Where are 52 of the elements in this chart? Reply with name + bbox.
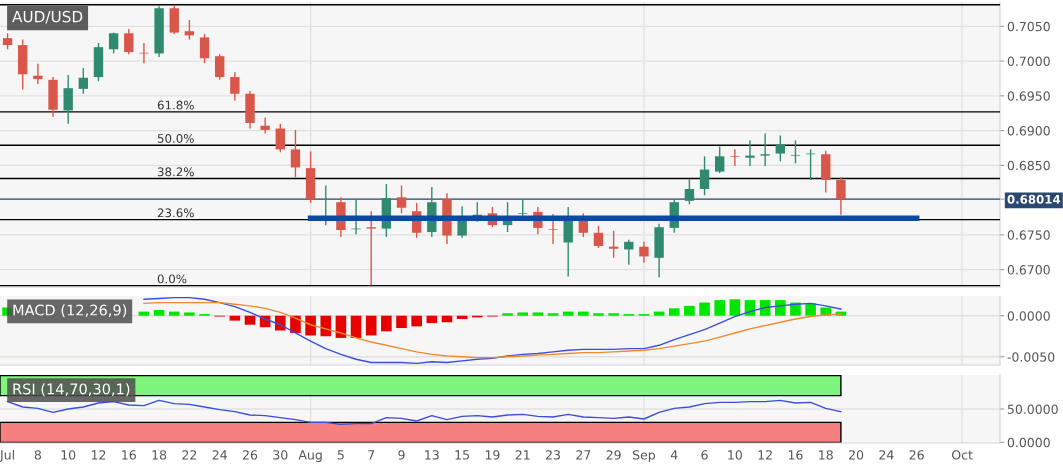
x-tick-label: 18 xyxy=(152,450,167,460)
y-tick-label: -0.0050 xyxy=(1007,352,1055,362)
x-tick-label: 26 xyxy=(242,450,258,460)
x-tick-label: 7 xyxy=(368,450,375,460)
x-tick-label: 9 xyxy=(398,450,405,460)
x-tick-label: 8 xyxy=(34,450,41,460)
x-tick-label: 21 xyxy=(515,450,530,460)
annotation: 38.2% xyxy=(157,167,194,177)
x-tick-label: 24 xyxy=(212,450,227,460)
y-tick-label: 0.68014 xyxy=(1007,194,1061,204)
x-tick-label: Sep xyxy=(632,450,656,463)
y-tick-label: 50.0000 xyxy=(1007,404,1058,414)
x-tick-label: 27 xyxy=(576,450,591,460)
x-tick-label: 15 xyxy=(455,450,469,460)
x-tick-label: 13 xyxy=(425,450,439,460)
y-tick-label: 0.6900 xyxy=(1007,126,1050,136)
x-tick-label: 23 xyxy=(545,450,560,460)
text: MACD (12,26,9) xyxy=(13,304,127,318)
text: RSI (14,70,30,1) xyxy=(13,383,130,397)
annotation: 61.8% xyxy=(157,100,194,110)
x-tick-label: 12 xyxy=(91,450,106,460)
y-tick-label: 0.6700 xyxy=(1007,265,1050,275)
y-tick-label: 0.7050 xyxy=(1007,21,1050,32)
x-tick-label: 26 xyxy=(909,450,924,460)
y-tick-label: 0.0000 xyxy=(1007,311,1050,321)
x-tick-label: Jul xyxy=(0,449,14,462)
x-tick-label: 20 xyxy=(849,450,864,460)
annotation: 23.6% xyxy=(157,208,194,218)
x-tick-label: 5 xyxy=(337,450,344,460)
y-tick-label: 0.6750 xyxy=(1007,230,1050,240)
annotation: 0.0% xyxy=(157,274,187,284)
x-tick-label: 22 xyxy=(182,450,197,460)
x-tick-label: 24 xyxy=(879,450,894,460)
y-tick-label: 0.6850 xyxy=(1007,160,1050,171)
x-tick-label: 6 xyxy=(701,450,708,460)
x-tick-label: 4 xyxy=(670,450,678,460)
x-tick-label: 18 xyxy=(819,450,833,460)
chart-title: AUD/USD xyxy=(12,10,83,24)
x-tick-label: 12 xyxy=(758,450,772,460)
x-tick-label: 10 xyxy=(728,450,742,460)
x-tick-label: 29 xyxy=(606,450,621,460)
x-tick-label: Oct xyxy=(952,450,973,460)
x-tick-label: 19 xyxy=(485,450,500,460)
y-tick-label: 0.7000 xyxy=(1007,56,1050,67)
x-tick-label: 16 xyxy=(122,450,136,460)
x-tick-label: Aug xyxy=(298,450,322,463)
y-tick-label: 0.6950 xyxy=(1007,91,1050,101)
annotation: 50.0% xyxy=(157,133,194,143)
y-tick-label: 0.0000 xyxy=(1007,437,1050,448)
x-tick-label: 16 xyxy=(788,450,803,460)
x-tick-label: 30 xyxy=(273,450,288,460)
x-tick-label: 10 xyxy=(61,450,76,460)
